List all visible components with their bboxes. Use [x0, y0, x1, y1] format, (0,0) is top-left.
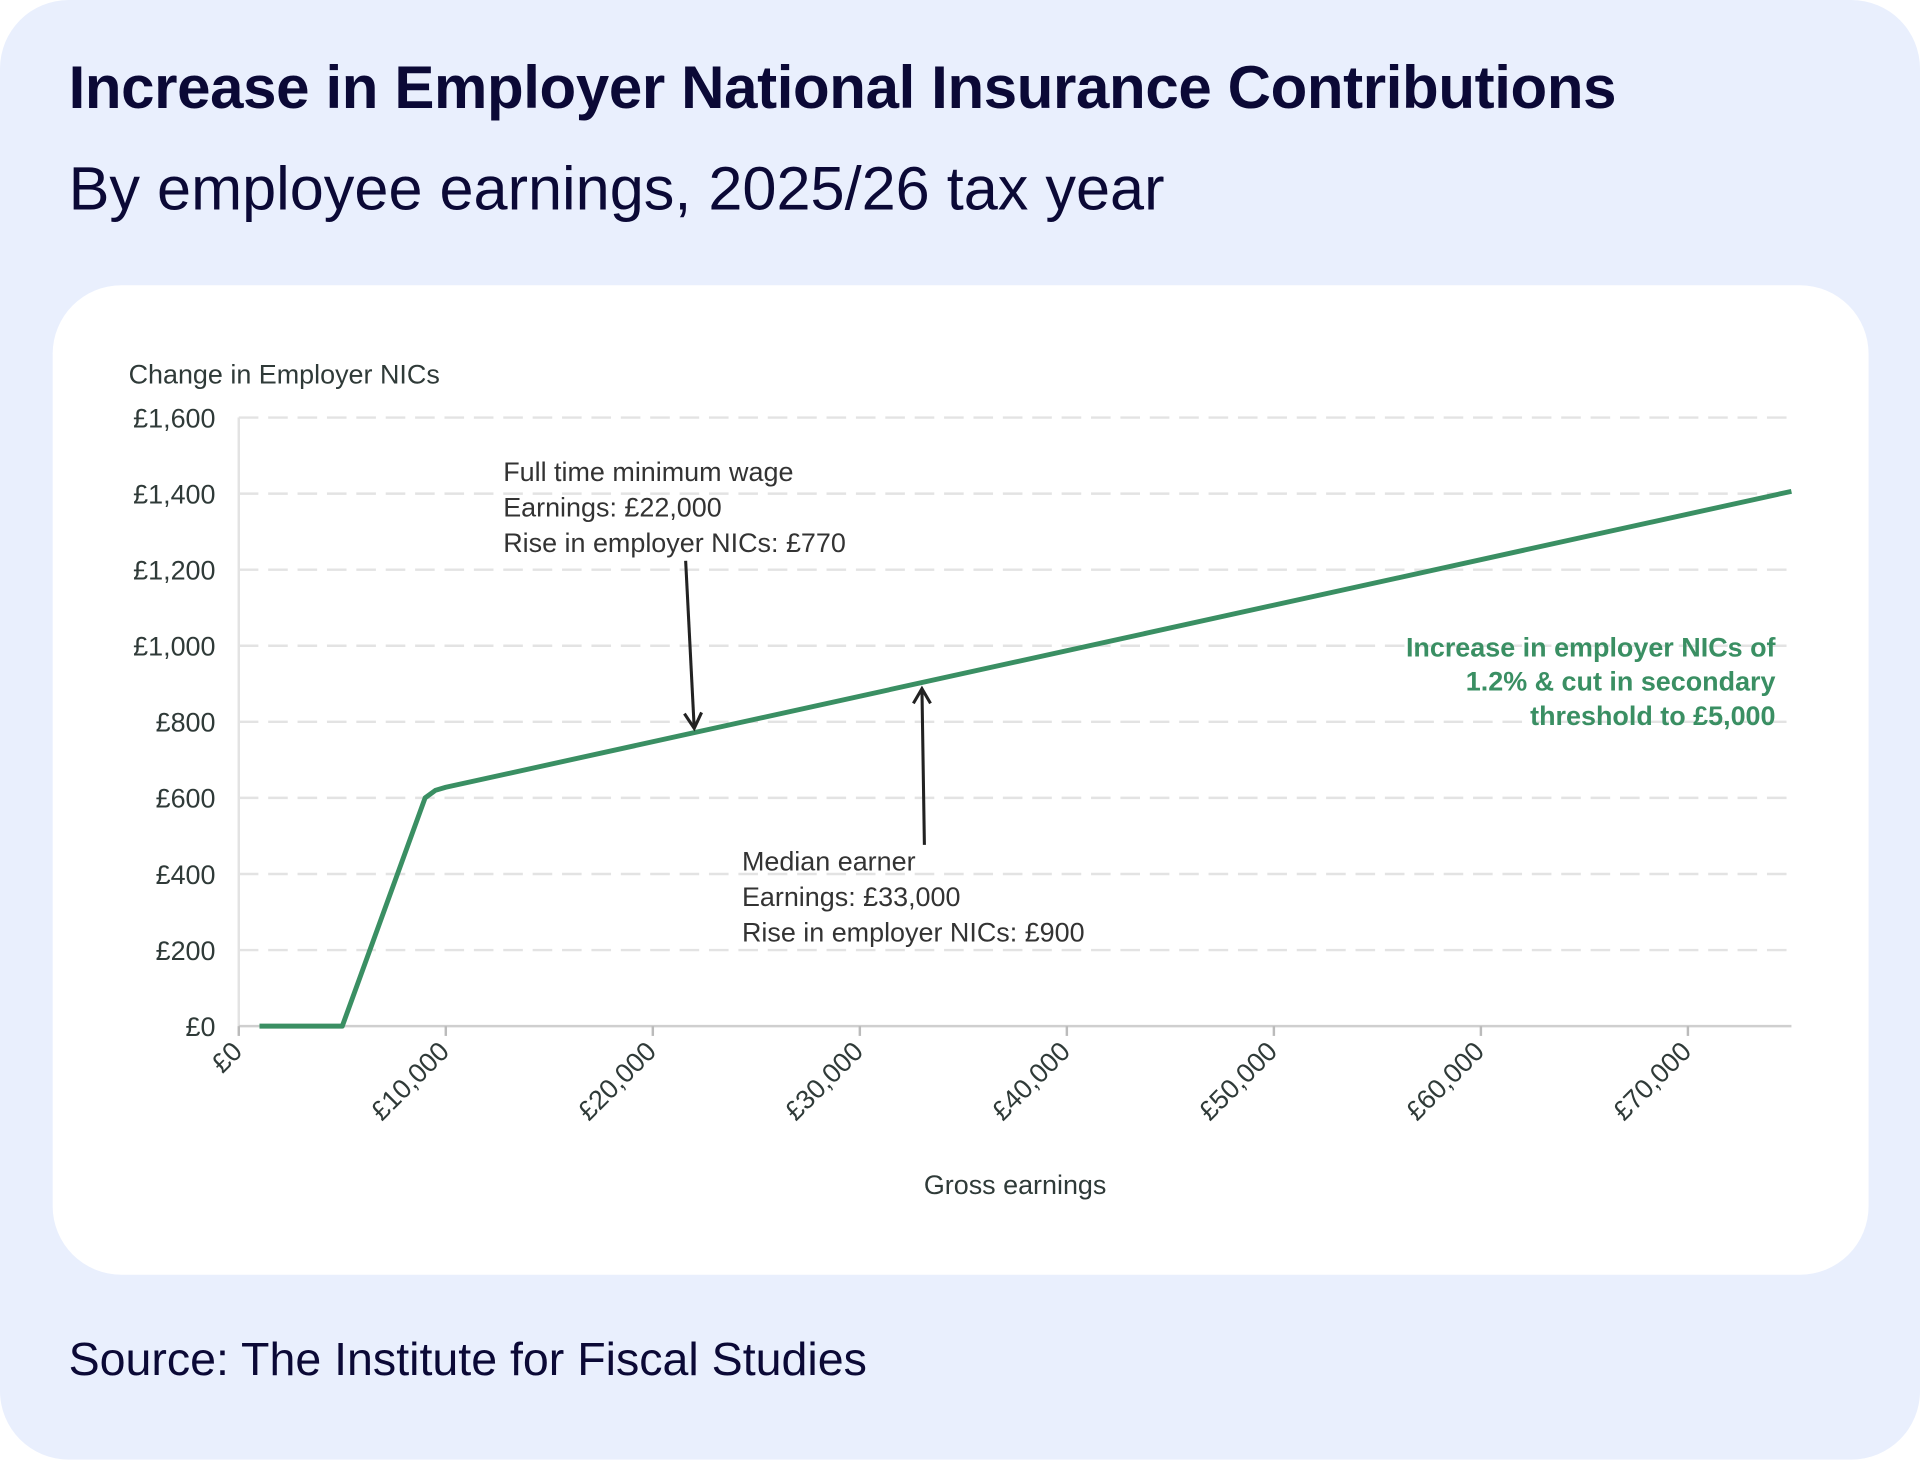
x-tick-label: £50,000: [1193, 1036, 1283, 1126]
annotation-text: Rise in employer NICs: £900: [742, 918, 1085, 948]
x-axis-title: Gross earnings: [924, 1170, 1107, 1200]
annotation-arrow: [920, 688, 926, 845]
y-tick-label: £1,000: [133, 632, 215, 662]
series-label: threshold to £5,000: [1530, 701, 1775, 731]
annotation-text: Earnings: £33,000: [742, 882, 961, 912]
y-tick-label: £400: [156, 860, 216, 890]
y-tick-label: £800: [156, 708, 216, 738]
y-tick-label: £1,200: [133, 555, 215, 585]
y-tick-label: £0: [186, 1012, 216, 1042]
x-tick-label: £40,000: [986, 1036, 1076, 1126]
annotation-text: Rise in employer NICs: £770: [503, 528, 846, 558]
x-tick-label: £60,000: [1400, 1036, 1490, 1126]
source-note: Source: The Institute for Fiscal Studies: [68, 1334, 867, 1387]
chart-card: [52, 285, 1869, 1275]
y-tick-label: £1,400: [133, 479, 215, 509]
page-subtitle: By employee earnings, 2025/26 tax year: [68, 154, 1165, 223]
arrowhead-icon: [912, 685, 932, 705]
series-label: Increase in employer NICs of: [1406, 632, 1777, 662]
page-title: Increase in Employer National Insurance …: [68, 55, 1617, 122]
y-tick-label: £200: [156, 936, 216, 966]
x-tick-label: £20,000: [572, 1036, 662, 1126]
y-tick-label: £600: [156, 784, 216, 814]
annotation-text: Full time minimum wage: [503, 457, 793, 487]
x-tick-label: £10,000: [365, 1036, 455, 1126]
x-tick-label: £30,000: [779, 1036, 869, 1126]
annotation-arrow: [684, 560, 696, 729]
x-tick-label: £70,000: [1607, 1036, 1697, 1126]
y-axis-title: Change in Employer NICs: [129, 359, 440, 389]
annotation-text: Earnings: £22,000: [503, 493, 722, 523]
x-tick-label: £0: [206, 1036, 248, 1078]
annotation-text: Median earner: [742, 847, 916, 877]
series-label: 1.2% & cut in secondary: [1466, 667, 1776, 697]
arrowhead-icon: [683, 711, 703, 732]
y-tick-label: £1,600: [133, 403, 215, 433]
series-line: [259, 488, 1792, 1029]
